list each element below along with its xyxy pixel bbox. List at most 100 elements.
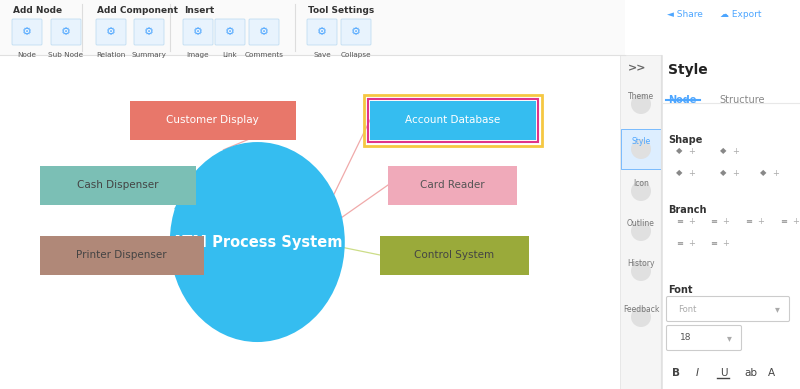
Text: ≡: ≡ (710, 217, 717, 226)
Text: Save: Save (313, 52, 331, 58)
Bar (0, 0, 625, 55)
FancyBboxPatch shape (134, 19, 164, 45)
Text: Printer Dispenser: Printer Dispenser (76, 250, 167, 260)
FancyBboxPatch shape (249, 19, 279, 45)
Text: Summary: Summary (131, 52, 166, 58)
Text: ≡: ≡ (676, 238, 683, 247)
Text: Theme: Theme (628, 92, 654, 101)
Text: Style: Style (631, 137, 650, 146)
Circle shape (631, 139, 651, 159)
FancyBboxPatch shape (12, 19, 42, 45)
Text: Branch: Branch (668, 205, 706, 215)
Text: Node: Node (668, 95, 696, 105)
Circle shape (631, 221, 651, 241)
Text: Node: Node (18, 52, 37, 58)
FancyBboxPatch shape (130, 100, 295, 140)
FancyBboxPatch shape (666, 326, 742, 350)
Bar (620, 55, 662, 389)
Circle shape (631, 94, 651, 114)
Text: B: B (672, 368, 680, 378)
Ellipse shape (170, 142, 345, 342)
Text: ◆: ◆ (676, 147, 682, 156)
Text: +: + (722, 238, 729, 247)
Text: ⚙: ⚙ (193, 27, 203, 37)
Text: ⚙: ⚙ (225, 27, 235, 37)
Text: Structure: Structure (719, 95, 765, 105)
Text: ≡: ≡ (676, 217, 683, 226)
Text: ≡: ≡ (745, 217, 752, 226)
Text: ≡: ≡ (780, 217, 787, 226)
Text: Comments: Comments (245, 52, 283, 58)
Text: U: U (720, 368, 727, 378)
FancyBboxPatch shape (51, 19, 81, 45)
Text: ⚙: ⚙ (144, 27, 154, 37)
Text: Font: Font (668, 285, 693, 295)
Text: ◆: ◆ (760, 168, 766, 177)
Text: Add Component: Add Component (97, 6, 178, 15)
FancyBboxPatch shape (215, 19, 245, 45)
Text: Shape: Shape (668, 135, 702, 145)
Text: Icon: Icon (633, 179, 649, 188)
Text: History: History (627, 259, 654, 268)
Text: +: + (757, 217, 764, 226)
FancyBboxPatch shape (96, 19, 126, 45)
Text: Sub Node: Sub Node (49, 52, 83, 58)
Text: ▾: ▾ (775, 304, 780, 314)
Text: Outline: Outline (627, 219, 655, 228)
Circle shape (631, 181, 651, 201)
Text: A: A (768, 368, 775, 378)
Text: ▾: ▾ (727, 333, 732, 343)
FancyBboxPatch shape (307, 19, 337, 45)
Text: +: + (688, 168, 695, 177)
Text: ◆: ◆ (676, 168, 682, 177)
Text: +: + (722, 217, 729, 226)
Text: +: + (732, 168, 739, 177)
Text: ⚙: ⚙ (351, 27, 361, 37)
FancyBboxPatch shape (39, 235, 203, 275)
Bar (621, 129, 661, 169)
Text: ☁ Export: ☁ Export (720, 10, 762, 19)
Text: ≡: ≡ (710, 238, 717, 247)
Text: Cash Dispenser: Cash Dispenser (77, 180, 158, 190)
FancyBboxPatch shape (379, 235, 529, 275)
Text: Card Reader: Card Reader (420, 180, 484, 190)
Text: ⚙: ⚙ (106, 27, 116, 37)
Circle shape (631, 307, 651, 327)
FancyBboxPatch shape (370, 100, 535, 140)
Text: ◆: ◆ (720, 147, 726, 156)
FancyBboxPatch shape (341, 19, 371, 45)
Text: Collapse: Collapse (341, 52, 371, 58)
Text: ◆: ◆ (720, 168, 726, 177)
Text: ab: ab (744, 368, 757, 378)
Text: Feedback: Feedback (623, 305, 659, 314)
Text: Style: Style (668, 63, 708, 77)
Text: Image: Image (186, 52, 210, 58)
FancyBboxPatch shape (666, 296, 790, 321)
Text: ⚙: ⚙ (22, 27, 32, 37)
Text: Tool Settings: Tool Settings (308, 6, 374, 15)
Text: +: + (688, 147, 695, 156)
Text: Add Node: Add Node (13, 6, 62, 15)
Text: +: + (688, 238, 695, 247)
Text: Insert: Insert (184, 6, 214, 15)
Text: >>: >> (628, 63, 646, 73)
Text: Link: Link (222, 52, 238, 58)
Text: ⚙: ⚙ (317, 27, 327, 37)
Text: ◄ Share: ◄ Share (667, 10, 703, 19)
Text: Customer Display: Customer Display (166, 115, 259, 125)
FancyBboxPatch shape (39, 165, 195, 205)
Text: ⚙: ⚙ (259, 27, 269, 37)
Text: Control System: Control System (414, 250, 494, 260)
FancyBboxPatch shape (183, 19, 213, 45)
Text: +: + (688, 217, 695, 226)
Text: +: + (732, 147, 739, 156)
FancyBboxPatch shape (387, 165, 517, 205)
Text: 18: 18 (680, 333, 691, 342)
Text: +: + (772, 168, 779, 177)
Text: ⚙: ⚙ (61, 27, 71, 37)
Text: +: + (792, 217, 799, 226)
Text: Account Database: Account Database (405, 115, 500, 125)
Circle shape (631, 261, 651, 281)
Text: Relation: Relation (96, 52, 126, 58)
Text: I: I (696, 368, 699, 378)
